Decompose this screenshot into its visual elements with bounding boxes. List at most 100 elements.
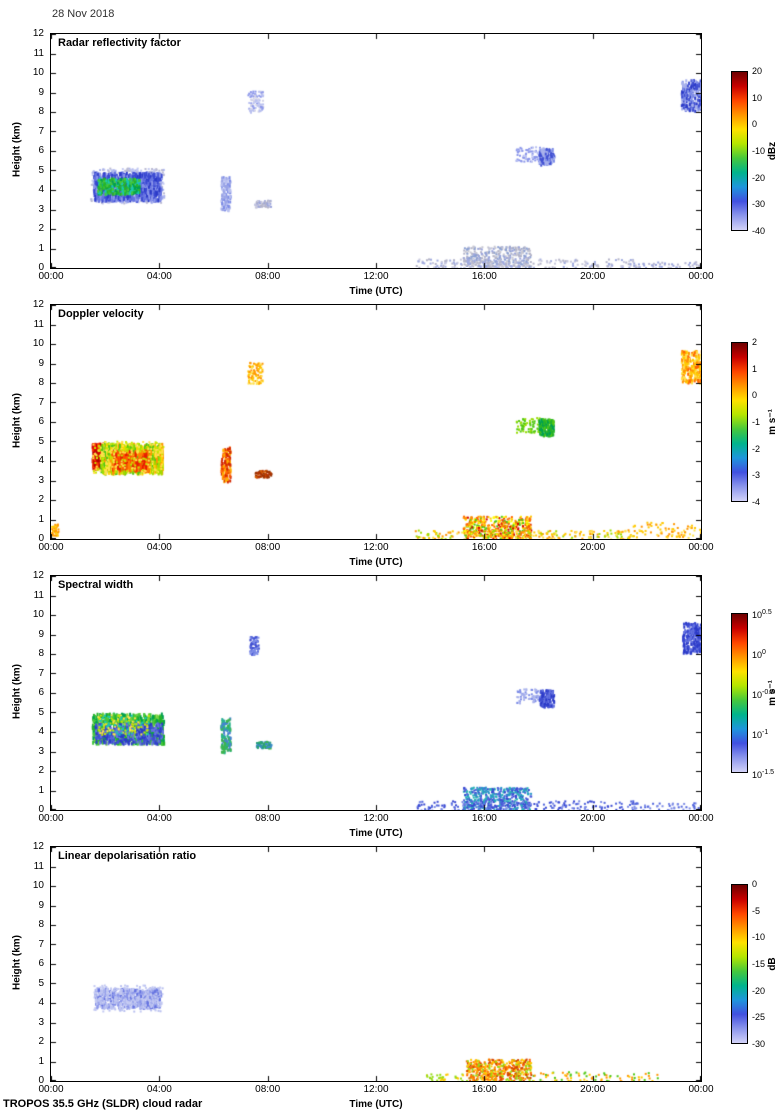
colorbar-tick-label: 100.5 bbox=[752, 609, 772, 620]
y-tick-label: 3 bbox=[38, 745, 44, 757]
x-tick-label: 20:00 bbox=[580, 1084, 606, 1095]
colorbar-tick-label: 2 bbox=[752, 337, 758, 347]
y-tick-label: 10 bbox=[32, 880, 44, 891]
colorbar-tick-label: -20 bbox=[752, 985, 766, 996]
y-tick-label: 5 bbox=[38, 164, 44, 176]
colorbar-tick-label: 10-1.5 bbox=[752, 769, 775, 780]
y-tick-label: 2 bbox=[38, 494, 44, 505]
x-tick-label: 00:00 bbox=[688, 542, 714, 553]
x-tick-label: 12:00 bbox=[363, 1084, 389, 1095]
y-tick-label: 12 bbox=[32, 570, 44, 581]
x-tick-label: 16:00 bbox=[471, 1084, 497, 1095]
colorbar-tick-label: -2 bbox=[752, 443, 761, 454]
y-tick-label: 10 bbox=[32, 67, 44, 78]
y-tick-label: 3 bbox=[38, 1016, 44, 1028]
x-tick-label: 04:00 bbox=[146, 1084, 172, 1095]
colorbar: 0 -5 -10 -15 -20 -25 -30 dB bbox=[731, 879, 780, 1049]
heatmap-canvas bbox=[51, 305, 701, 539]
y-tick-label: 7 bbox=[38, 125, 44, 137]
colorbar-tick-label: -20 bbox=[752, 172, 766, 183]
x-tick-label: 00:00 bbox=[38, 1084, 64, 1095]
y-tick-label: 7 bbox=[38, 938, 44, 950]
y-tick-label: 11 bbox=[33, 47, 44, 59]
y-tick-label: 8 bbox=[38, 377, 44, 388]
colorbar-gradient bbox=[731, 71, 748, 231]
colorbar-unit-label: dB bbox=[767, 957, 778, 971]
colorbar-tick-label: 0 bbox=[752, 119, 758, 130]
y-tick-label: 1 bbox=[38, 784, 44, 796]
colorbar-tick-label: 0 bbox=[752, 879, 758, 889]
y-tick-label: 6 bbox=[38, 958, 44, 969]
y-tick-labels: 0 1 2 3 4 5 6 7 8 9 10 11 12 bbox=[0, 570, 46, 815]
y-tick-label: 5 bbox=[38, 706, 44, 718]
y-tick-label: 8 bbox=[38, 106, 44, 117]
y-tick-label: 3 bbox=[38, 203, 44, 215]
colorbar-tick-label: 1 bbox=[752, 363, 758, 374]
colorbar-tick-label: -25 bbox=[752, 1012, 766, 1023]
x-tick-label: 04:00 bbox=[146, 271, 172, 282]
y-tick-label: 6 bbox=[38, 145, 44, 156]
plot-title: Spectral width bbox=[58, 579, 134, 591]
instrument-footer-label: TROPOS 35.5 GHz (SLDR) cloud radar bbox=[3, 1098, 203, 1110]
plot-frame: Radar reflectivity factor bbox=[50, 33, 702, 269]
y-tick-label: 5 bbox=[38, 435, 44, 447]
x-tick-label: 08:00 bbox=[255, 271, 281, 282]
y-tick-label: 1 bbox=[38, 242, 44, 254]
x-tick-label: 00:00 bbox=[688, 813, 714, 824]
colorbar-tick-labels: 100.5 100 10-0.5 10-1 10-1.5 bbox=[752, 609, 780, 780]
colorbar-tick-label: -3 bbox=[752, 470, 761, 481]
y-tick-label: 10 bbox=[32, 338, 44, 349]
x-tick-label: 00:00 bbox=[38, 271, 64, 282]
y-tick-label: 2 bbox=[38, 765, 44, 776]
colorbar-tick-labels: 0 -5 -10 -15 -20 -25 -30 bbox=[752, 879, 780, 1049]
y-tick-label: 11 bbox=[33, 860, 44, 872]
x-tick-label: 08:00 bbox=[255, 1084, 281, 1095]
plot-frame: Spectral width bbox=[50, 575, 702, 811]
colorbar-tick-label: 100 bbox=[752, 649, 766, 660]
colorbar-tick-label: -40 bbox=[752, 226, 766, 236]
y-tick-labels: 0 1 2 3 4 5 6 7 8 9 10 11 12 bbox=[0, 841, 46, 1086]
colorbar-tick-label: -1 bbox=[752, 417, 761, 427]
x-tick-label: 00:00 bbox=[38, 542, 64, 553]
x-tick-labels: 00:00 04:00 08:00 12:00 16:00 20:00 00:00 bbox=[38, 542, 713, 555]
y-tick-label: 5 bbox=[38, 977, 44, 989]
x-tick-label: 12:00 bbox=[363, 542, 389, 553]
y-tick-label: 4 bbox=[38, 184, 44, 195]
y-tick-label: 9 bbox=[38, 628, 44, 640]
x-tick-label: 20:00 bbox=[580, 271, 606, 282]
x-tick-label: 16:00 bbox=[471, 813, 497, 824]
heatmap-canvas bbox=[51, 34, 701, 268]
x-tick-label: 04:00 bbox=[146, 813, 172, 824]
plot-frame: Linear depolarisation ratio bbox=[50, 846, 702, 1082]
plot-title: Linear depolarisation ratio bbox=[58, 850, 197, 862]
colorbar-gradient bbox=[731, 342, 748, 502]
x-tick-label: 16:00 bbox=[471, 271, 497, 282]
colorbar: 2 1 0 -1 -2 -3 -4 m s⁻¹ bbox=[731, 337, 780, 507]
y-tick-label: 12 bbox=[32, 299, 44, 310]
x-tick-label: 08:00 bbox=[255, 542, 281, 553]
colorbar-tick-label: -10 bbox=[752, 932, 766, 943]
x-axis-label: Time (UTC) bbox=[349, 557, 403, 568]
colorbar-tick-label: -15 bbox=[752, 959, 766, 969]
plot-frame: Doppler velocity bbox=[50, 304, 702, 540]
heatmap-canvas bbox=[51, 576, 701, 810]
y-tick-label: 1 bbox=[38, 1055, 44, 1067]
x-tick-label: 00:00 bbox=[688, 1084, 714, 1095]
y-tick-label: 7 bbox=[38, 396, 44, 408]
x-tick-label: 20:00 bbox=[580, 542, 606, 553]
colorbar-tick-labels: 20 10 0 -10 -20 -30 -40 bbox=[752, 66, 780, 236]
y-tick-label: 2 bbox=[38, 223, 44, 234]
y-tick-label: 8 bbox=[38, 919, 44, 930]
x-tick-label: 12:00 bbox=[363, 813, 389, 824]
heatmap-canvas bbox=[51, 847, 701, 1081]
y-tick-label: 4 bbox=[38, 726, 44, 737]
y-tick-label: 6 bbox=[38, 687, 44, 698]
colorbar: 100.5 100 10-0.5 10-1 10-1.5 m s⁻¹ bbox=[731, 609, 780, 780]
x-tick-labels: 00:00 04:00 08:00 12:00 16:00 20:00 00:00 bbox=[38, 813, 713, 826]
x-tick-labels: 00:00 04:00 08:00 12:00 16:00 20:00 00:00 bbox=[38, 1084, 713, 1097]
y-tick-label: 2 bbox=[38, 1036, 44, 1047]
y-tick-label: 11 bbox=[33, 318, 44, 330]
